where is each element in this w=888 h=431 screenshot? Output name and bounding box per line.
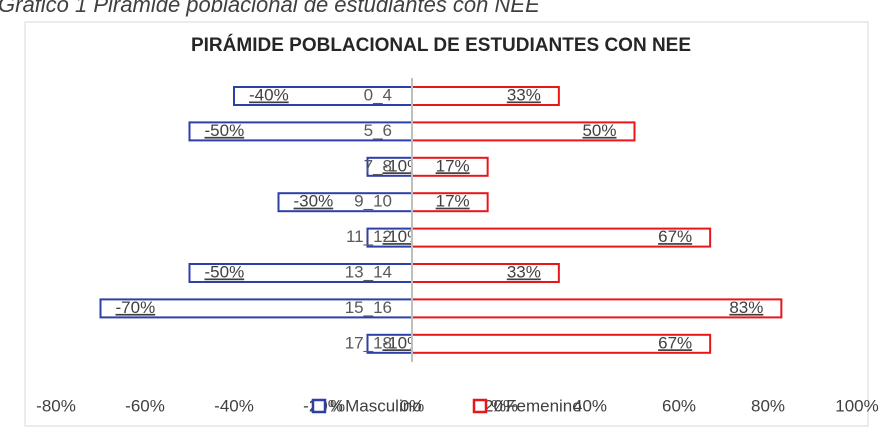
legend-label: %Masculino xyxy=(330,396,422,415)
x-tick-label: -60% xyxy=(125,396,165,415)
value-label: 67% xyxy=(658,227,692,246)
value-label: 33% xyxy=(507,262,541,281)
chart-border xyxy=(24,21,869,427)
value-label: 83% xyxy=(729,298,763,317)
value-label: 67% xyxy=(658,333,692,352)
category-label: 17_18 xyxy=(345,333,392,352)
x-tick-label: -40% xyxy=(214,396,254,415)
x-tick-label: 0% xyxy=(400,396,425,415)
category-label: 15_16 xyxy=(345,298,392,317)
x-tick-label: 20% xyxy=(484,396,518,415)
x-tick-label: 40% xyxy=(573,396,607,415)
value-label: -40% xyxy=(249,85,289,104)
value-label: 17% xyxy=(436,192,470,211)
legend-swatch xyxy=(311,398,327,414)
category-label: 7_8 xyxy=(364,156,392,175)
category-label: 5_6 xyxy=(364,121,392,140)
value-label: -50% xyxy=(205,262,245,281)
bar xyxy=(411,298,783,319)
category-label: 11_12 xyxy=(346,227,392,246)
x-tick-label: 100% xyxy=(835,396,878,415)
category-label: 0_4 xyxy=(364,85,392,104)
category-label: 9_10 xyxy=(354,192,392,211)
legend-label: %Femenino xyxy=(491,396,582,415)
x-tick-label: 80% xyxy=(751,396,785,415)
legend-swatch xyxy=(472,398,488,414)
caption: Gráfico 1 Pirámide poblacional de estudi… xyxy=(0,0,540,17)
value-label: 33% xyxy=(507,85,541,104)
value-label: 17% xyxy=(436,156,470,175)
category-label: 13_14 xyxy=(345,262,392,281)
value-label: -50% xyxy=(205,121,245,140)
value-label: -70% xyxy=(116,298,156,317)
value-label: -30% xyxy=(294,192,334,211)
x-tick-label: 60% xyxy=(662,396,696,415)
chart-title: PIRÁMIDE POBLACIONAL DE ESTUDIANTES CON … xyxy=(191,34,691,56)
value-label: 50% xyxy=(582,121,616,140)
x-tick-label: -80% xyxy=(36,396,76,415)
